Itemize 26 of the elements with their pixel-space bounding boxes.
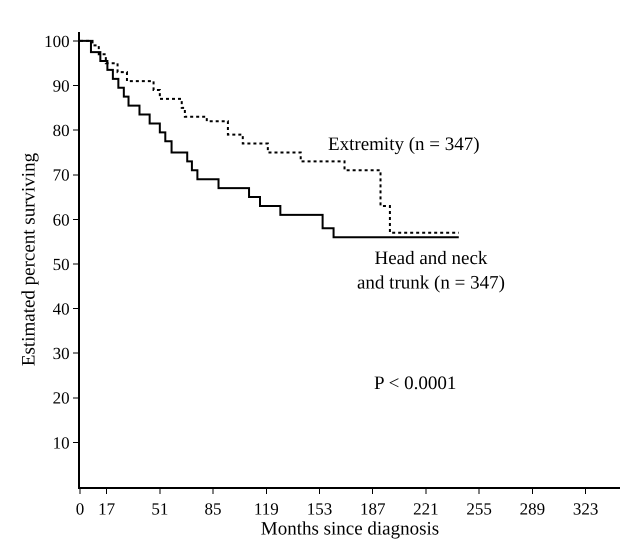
y-tick-label: 70	[52, 166, 70, 185]
x-tick-label: 51	[151, 499, 168, 518]
x-tick-label: 289	[520, 499, 546, 518]
x-tick-label: 255	[466, 499, 492, 518]
y-tick-label: 20	[52, 388, 70, 408]
annotation: P < 0.0001	[374, 373, 456, 394]
x-tick-label: 85	[204, 499, 222, 518]
y-axis-title: Estimated percent surviving	[18, 152, 40, 366]
x-axis-title: Months since diagnosis	[260, 518, 440, 540]
y-tick-label: 100	[44, 32, 70, 51]
x-tick-label: 187	[360, 499, 386, 518]
x-tick-label: 0	[76, 499, 84, 518]
y-tick-label: 90	[52, 76, 70, 96]
y-tick-label: 60	[52, 210, 70, 230]
series-label: Head and neck and trunk (n = 347)	[357, 248, 505, 294]
series-label: Extremity (n = 347)	[328, 134, 480, 155]
y-tick-label: 10	[52, 433, 70, 452]
y-tick-label: 40	[52, 300, 70, 319]
x-tick-label: 17	[98, 499, 116, 518]
x-tick-label: 323	[572, 499, 598, 518]
x-tick-label: 221	[413, 499, 439, 518]
y-tick-label: 50	[52, 254, 70, 274]
x-tick-label: 153	[306, 499, 332, 518]
y-tick-label: 30	[52, 344, 70, 364]
x-tick-label: 119	[254, 499, 279, 518]
y-tick-label: 80	[52, 121, 70, 140]
